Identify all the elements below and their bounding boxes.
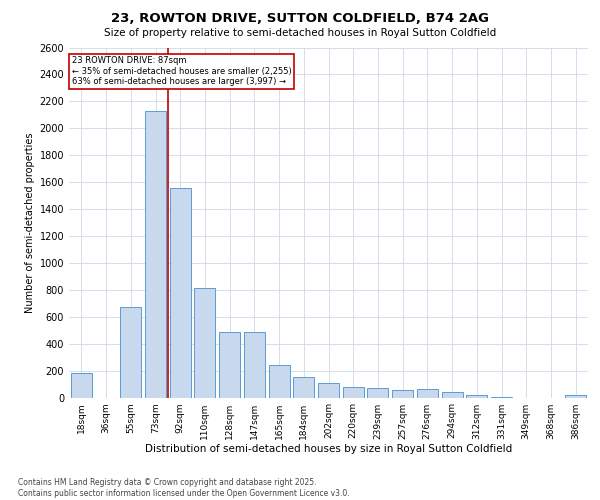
Bar xyxy=(71,374,92,398)
Bar xyxy=(219,332,240,398)
X-axis label: Distribution of semi-detached houses by size in Royal Sutton Coldfield: Distribution of semi-detached houses by … xyxy=(145,444,512,454)
Bar xyxy=(343,386,364,398)
Text: 23 ROWTON DRIVE: 87sqm
← 35% of semi-detached houses are smaller (2,255)
63% of : 23 ROWTON DRIVE: 87sqm ← 35% of semi-det… xyxy=(71,56,292,86)
Bar xyxy=(145,111,166,398)
Text: Size of property relative to semi-detached houses in Royal Sutton Coldfield: Size of property relative to semi-detach… xyxy=(104,28,496,38)
Bar xyxy=(293,378,314,398)
Bar xyxy=(120,308,141,398)
Bar xyxy=(417,390,438,398)
Bar xyxy=(491,397,512,398)
Bar xyxy=(170,188,191,398)
Y-axis label: Number of semi-detached properties: Number of semi-detached properties xyxy=(25,132,35,313)
Bar xyxy=(392,390,413,398)
Bar xyxy=(466,396,487,398)
Bar xyxy=(442,392,463,398)
Text: 23, ROWTON DRIVE, SUTTON COLDFIELD, B74 2AG: 23, ROWTON DRIVE, SUTTON COLDFIELD, B74 … xyxy=(111,12,489,26)
Bar xyxy=(318,382,339,398)
Text: Contains HM Land Registry data © Crown copyright and database right 2025.
Contai: Contains HM Land Registry data © Crown c… xyxy=(18,478,350,498)
Bar xyxy=(244,332,265,398)
Bar xyxy=(194,288,215,398)
Bar xyxy=(565,396,586,398)
Bar xyxy=(367,388,388,398)
Bar xyxy=(269,365,290,398)
